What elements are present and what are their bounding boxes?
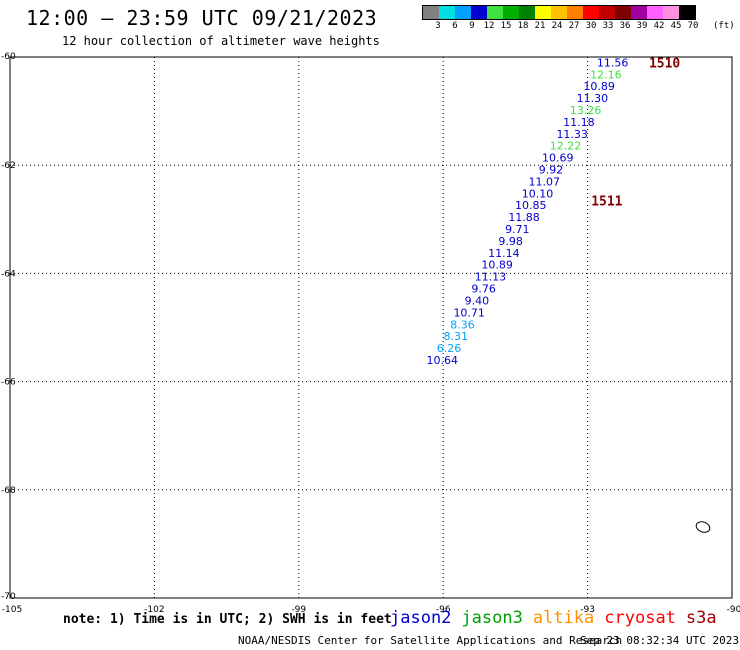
latitude-tick-label: -62 xyxy=(1,161,16,171)
island-shape xyxy=(695,521,711,533)
map-frame xyxy=(9,56,733,599)
page-subtitle: 12 hour collection of altimeter wave hei… xyxy=(62,34,380,48)
legend-swatch xyxy=(663,6,679,19)
wave-height-label: 9.92 xyxy=(539,164,564,177)
legend-swatch xyxy=(455,6,471,19)
wave-height-label: 10.69 xyxy=(542,152,574,165)
wave-height-label: 10.89 xyxy=(481,259,513,272)
wave-height-label: 10.71 xyxy=(453,306,485,319)
wave-height-label: 10.10 xyxy=(522,187,554,200)
wave-height-label: 9.71 xyxy=(505,223,530,236)
legend-swatch xyxy=(551,6,567,19)
wave-height-label: 11.13 xyxy=(475,271,507,284)
legend-swatch xyxy=(503,6,519,19)
legend-swatch xyxy=(439,6,455,19)
wave-height-label: 12.16 xyxy=(590,68,622,81)
wave-height-label: 9.98 xyxy=(498,235,523,248)
wave-height-label: 10.89 xyxy=(583,80,615,93)
legend-swatch xyxy=(567,6,583,19)
latitude-tick-label: -64 xyxy=(1,269,16,279)
graticule xyxy=(10,57,732,598)
satellite-name: jason3 xyxy=(461,608,523,628)
legend-swatch xyxy=(471,6,487,19)
legend-label: 27 xyxy=(568,21,580,31)
legend-swatch xyxy=(615,6,631,19)
legend-label: 15 xyxy=(500,21,512,31)
wave-height-label: 8.36 xyxy=(450,318,475,331)
wave-height-label: 11.56 xyxy=(597,56,629,69)
legend-label: 36 xyxy=(619,21,631,31)
legend-label: 33 xyxy=(602,21,614,31)
latitude-tick-label: -60 xyxy=(1,52,16,62)
longitude-tick-label: -105 xyxy=(2,605,22,615)
satellite-name: altika xyxy=(532,608,595,628)
longitude-tick-label: -102 xyxy=(144,605,164,615)
legend-swatches xyxy=(422,5,696,20)
latitude-tick-label: -68 xyxy=(1,486,16,496)
legend-label: 21 xyxy=(534,21,546,31)
legend-swatch xyxy=(519,6,535,19)
legend-swatch xyxy=(679,6,695,19)
pass-labels-layer: 1510 1511 xyxy=(591,56,680,209)
legend-label: 18 xyxy=(517,21,529,31)
legend-swatch xyxy=(599,6,615,19)
legend-swatch xyxy=(631,6,647,19)
wave-height-label: 11.88 xyxy=(508,211,540,224)
wave-height-label: 6.26 xyxy=(437,342,462,355)
legend-unit: (ft) xyxy=(713,21,735,31)
wave-height-label: 13.26 xyxy=(570,104,602,117)
pass-number-label: 1510 xyxy=(649,56,680,71)
wave-height-label: 10.64 xyxy=(426,354,458,367)
legend-label: 42 xyxy=(653,21,665,31)
legend-label: 6 xyxy=(452,21,458,31)
legend-label: 9 xyxy=(469,21,475,31)
wave-height-label: 11.30 xyxy=(577,92,609,105)
color-legend: (ft) 3 6 9 12 15 18 21 24 27 30 33 36 39 42 45 70 xyxy=(422,5,735,32)
longitude-tick-label: -90 xyxy=(727,605,740,615)
latitude-tick-label: -70 xyxy=(1,592,16,602)
satellite-name: jason2 xyxy=(390,608,452,628)
wave-height-label: 11.33 xyxy=(556,128,588,141)
wave-height-label: 12.22 xyxy=(550,140,582,153)
legend-swatch xyxy=(487,6,503,19)
legend-swatch xyxy=(535,6,551,19)
legend-labels: (ft) 3 6 9 12 15 18 21 24 27 30 33 36 39 42 45 70 xyxy=(422,20,734,32)
observations-layer: 11.5612.1610.8911.3013.2611.1811.3312.22… xyxy=(426,56,628,367)
wave-height-label: 8.31 xyxy=(443,330,468,343)
wave-height-label: 11.07 xyxy=(529,175,561,188)
satellite-key: jason2 jason3 altika cryosat s3a xyxy=(390,608,727,628)
legend-label: 3 xyxy=(435,21,441,31)
longitude-tick-label: -93 xyxy=(580,605,595,615)
legend-swatch xyxy=(647,6,663,19)
generated-timestamp: Sep 23 08:32:34 UTC 2023 xyxy=(580,634,739,647)
legend-label: 12 xyxy=(483,21,495,31)
legend-label: 45 xyxy=(670,21,682,31)
satellite-name: cryosat xyxy=(604,608,676,628)
wave-height-label: 11.18 xyxy=(563,116,595,129)
legend-label: 70 xyxy=(687,21,699,31)
axis-ticks: -105 -102 -99 -96 -93 -90 -60 -62 -64 -66 -68 -70 xyxy=(1,52,740,615)
credit-line: NOAA/NESDIS Center for Satellite Applica… xyxy=(238,634,623,647)
legend-label: 39 xyxy=(636,21,648,31)
latitude-tick-label: -66 xyxy=(1,378,16,388)
wave-height-label: 11.14 xyxy=(488,247,520,260)
longitude-tick-label: -99 xyxy=(291,605,306,615)
legend-swatch xyxy=(583,6,599,19)
wave-height-label: 9.76 xyxy=(471,283,496,296)
longitude-tick-label: -96 xyxy=(436,605,451,615)
legend-label: 24 xyxy=(551,21,563,31)
footnote: note: 1) Time is in UTC; 2) SWH is in fe… xyxy=(63,612,392,627)
legend-label: 30 xyxy=(585,21,597,31)
page-title: 12:00 – 23:59 UTC 09/21/2023 xyxy=(26,6,378,30)
pass-number-label: 1511 xyxy=(591,194,622,209)
satellite-name: s3a xyxy=(685,608,717,628)
wave-height-label: 9.40 xyxy=(465,294,490,307)
wave-height-label: 10.85 xyxy=(515,199,547,212)
legend-swatch xyxy=(423,6,439,19)
